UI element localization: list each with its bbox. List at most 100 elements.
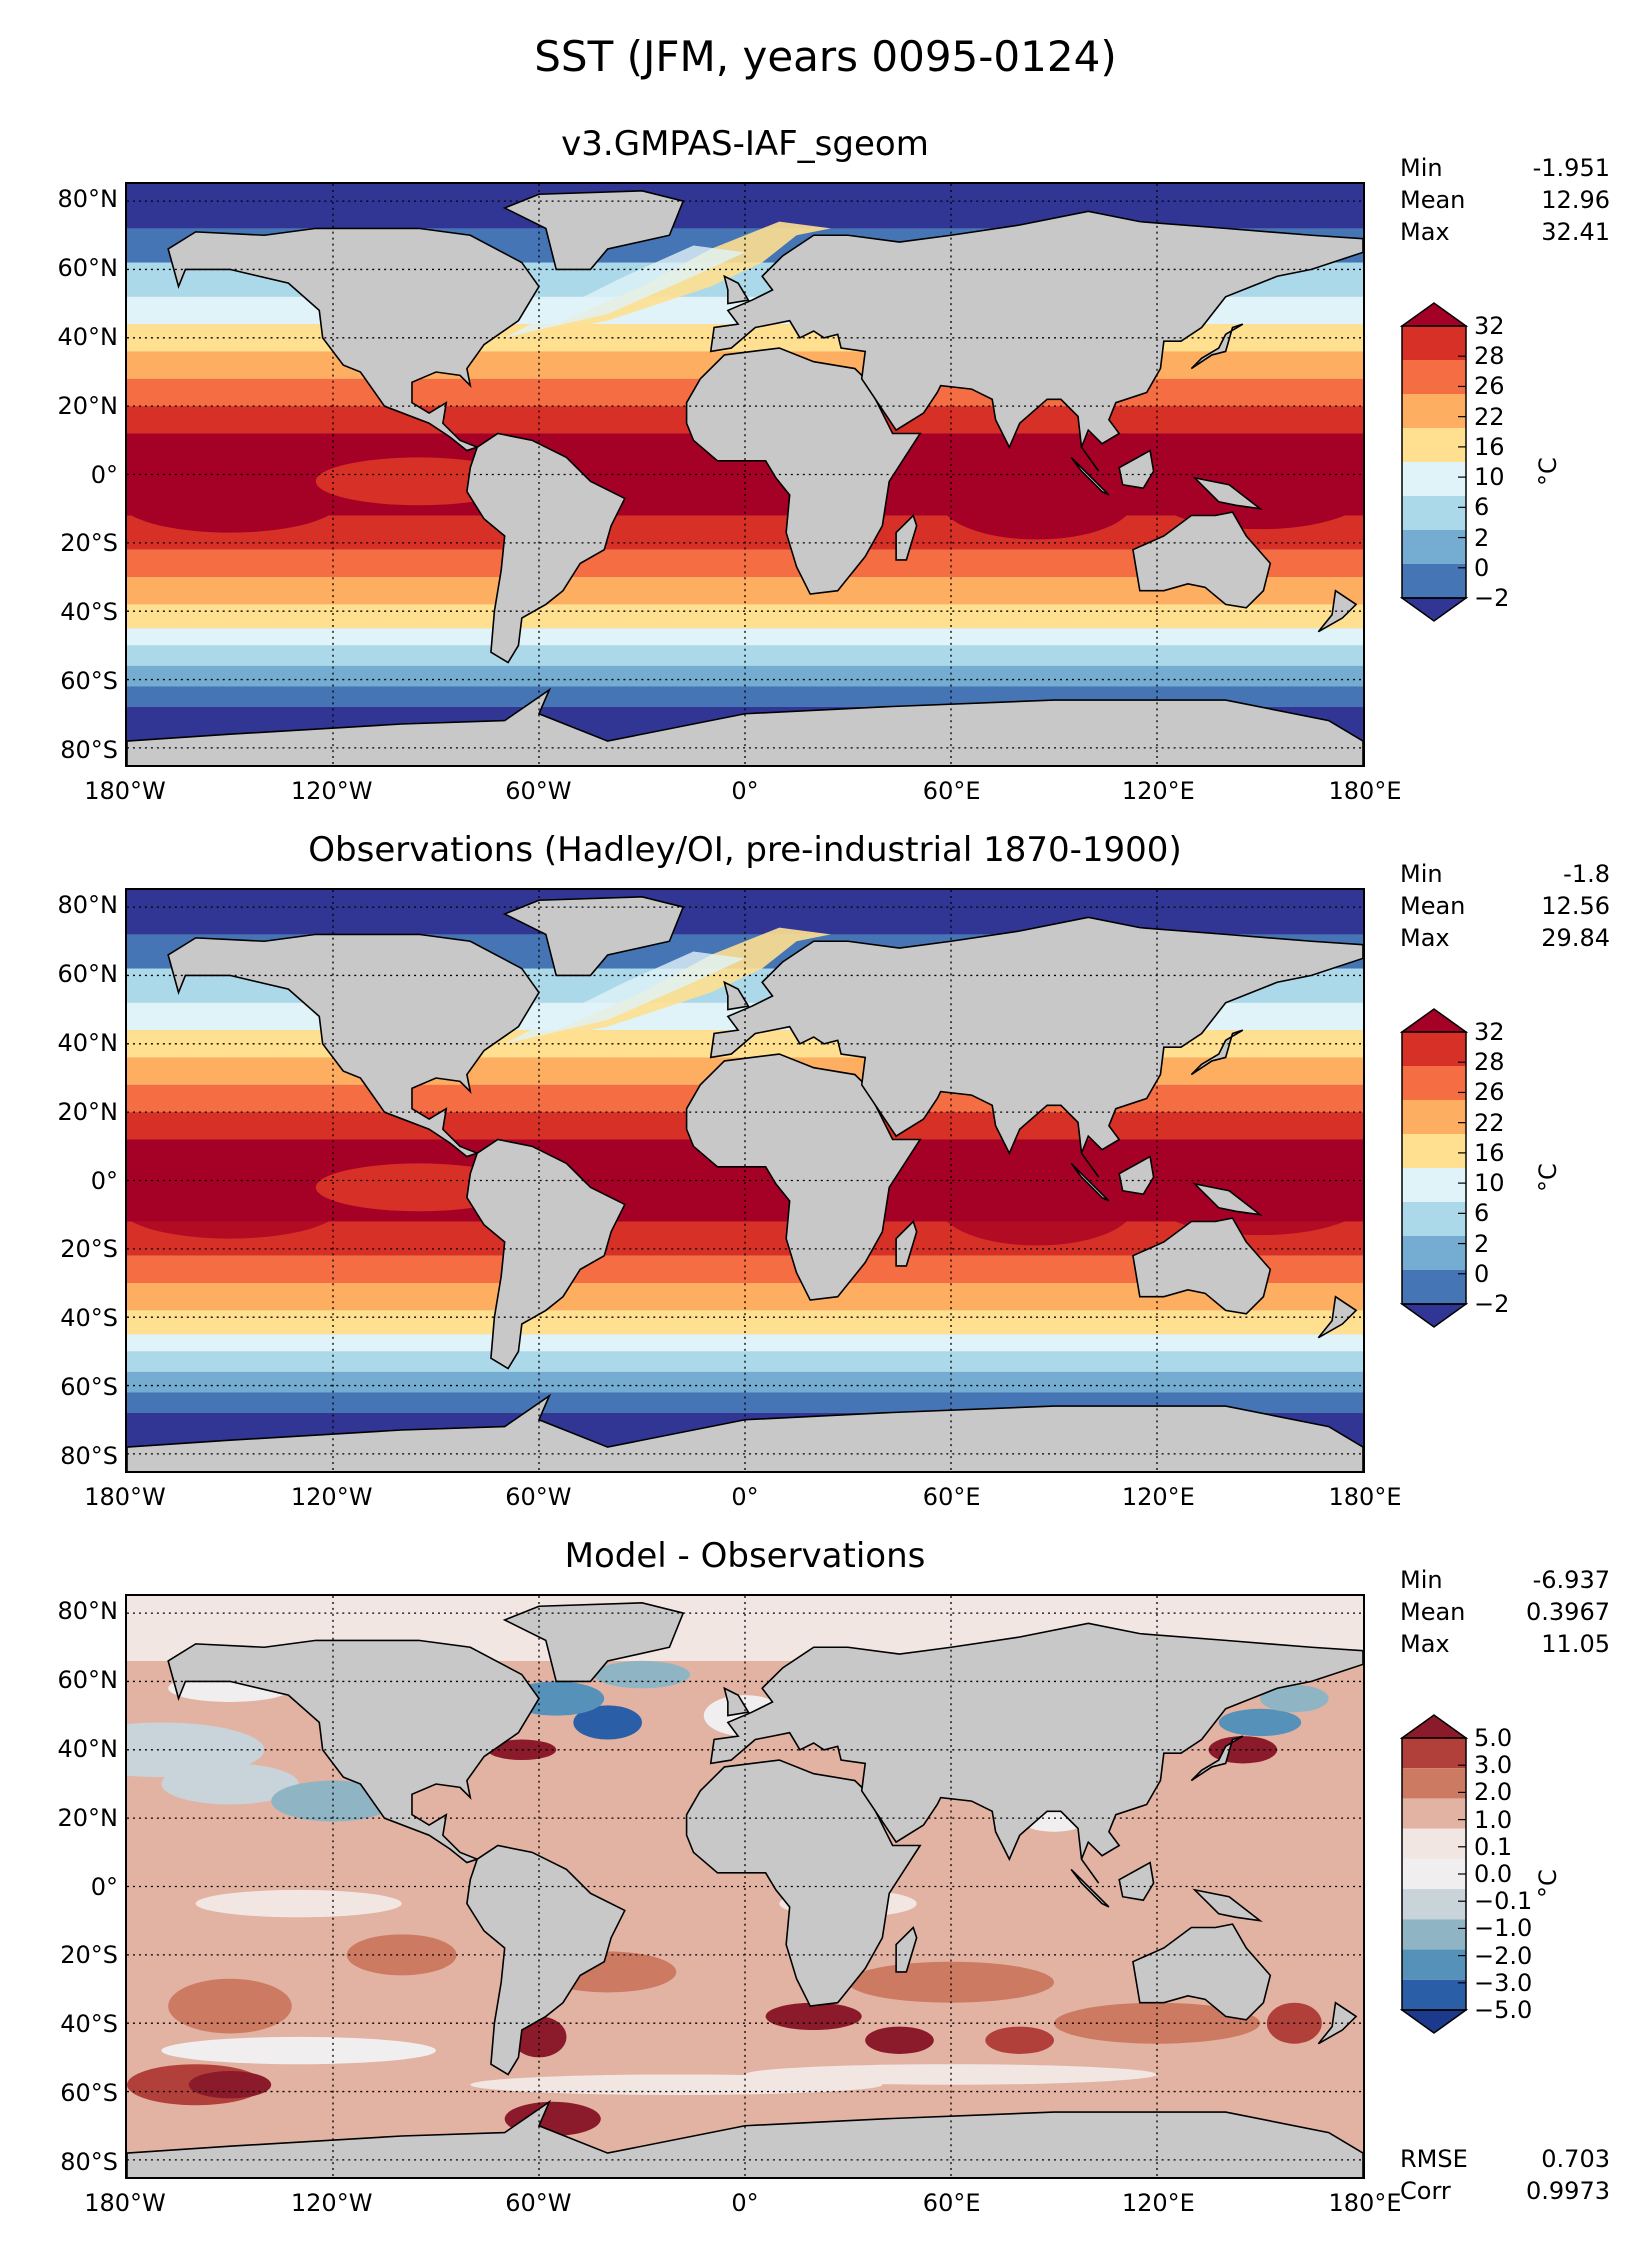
land-africa xyxy=(685,1759,922,2007)
colorbar-frame xyxy=(1401,1031,1467,1305)
land-africa xyxy=(685,1053,922,1301)
diff-anomaly xyxy=(188,2071,272,2099)
colorbar-tick-label: −5.0 xyxy=(1474,1996,1533,2024)
colorbar-segment xyxy=(1402,394,1466,428)
diff-anomaly xyxy=(593,1660,691,1689)
colorbar-unit: °C xyxy=(1534,457,1562,486)
lat-tick-label: 60°N xyxy=(57,1666,119,1695)
land-greenland xyxy=(502,1602,685,1683)
colorbar-tick-label: 32 xyxy=(1474,1018,1505,1046)
north-atlantic-drift xyxy=(504,951,745,1044)
warm-pool xyxy=(1150,454,1363,530)
colorbar-tick-label: 6 xyxy=(1474,493,1490,522)
colorbar-segment xyxy=(1402,1134,1466,1168)
colorbar-tick-label: 0 xyxy=(1474,1259,1490,1288)
colorbar-tick-label: 3.0 xyxy=(1474,1751,1513,1780)
stats-diff: Min -6.937 Mean 0.3967 Max 11.05 xyxy=(1400,1564,1610,1660)
panel-title-obs: Observations (Hadley/OI, pre-industrial … xyxy=(308,830,1182,870)
colorbar-unit: °C xyxy=(1534,1869,1562,1898)
sst-band xyxy=(127,1310,1363,1335)
stat-label: Min xyxy=(1400,1566,1443,1594)
diff-anomaly xyxy=(127,1722,265,1778)
land-sumatra xyxy=(1070,456,1110,496)
lat-tick-label: 40°N xyxy=(57,322,119,351)
stat-row: Min -6.937 xyxy=(1400,1564,1610,1596)
colorbar-segment xyxy=(1402,1738,1466,1769)
warm-pool xyxy=(1150,1160,1363,1236)
sst-band xyxy=(127,604,1363,629)
colorbar-tick-label: −3.0 xyxy=(1474,1968,1533,1997)
land-new-guinea xyxy=(1192,1182,1263,1216)
colorbar-extend-max xyxy=(1399,1714,1469,1739)
lon-tick-label: 0° xyxy=(731,777,759,805)
land-eurasia xyxy=(709,916,1363,1178)
colorbar-segment xyxy=(1402,1202,1466,1236)
map-obs xyxy=(125,888,1365,1473)
stat-value: -1.951 xyxy=(1532,154,1610,182)
colorbar-segment xyxy=(1402,1270,1466,1304)
colorbar-segment xyxy=(1402,1828,1466,1859)
stat-row: Corr 0.9973 xyxy=(1400,2175,1610,2207)
colorbar-segment xyxy=(1402,1168,1466,1202)
lat-tick-label: 80°S xyxy=(60,1441,118,1470)
lon-tick-label: 120°W xyxy=(290,777,373,805)
colorbar-tick-label: 0.0 xyxy=(1474,1860,1513,1888)
lon-tick-label: 180°E xyxy=(1328,2189,1402,2217)
stat-value: 0.9973 xyxy=(1526,2177,1610,2205)
lat-tick-label: 60°N xyxy=(57,254,119,283)
stat-value: 0.703 xyxy=(1541,2145,1610,2173)
land-eurasia xyxy=(709,1622,1363,1884)
stat-label: Mean xyxy=(1400,892,1466,920)
colorbar-tick-label: 2 xyxy=(1474,1229,1490,1258)
colorbar-frame xyxy=(1401,325,1467,599)
colorbar-tick-label: −2 xyxy=(1474,584,1510,612)
stat-value: -6.937 xyxy=(1532,1566,1610,1594)
map-diff xyxy=(125,1594,1365,2179)
stats-obs: Min -1.8 Mean 12.56 Max 29.84 xyxy=(1400,858,1610,954)
lon-tick-label: 0° xyxy=(731,1483,759,1511)
land-north-america xyxy=(167,227,540,452)
land-japan xyxy=(1190,1029,1244,1076)
colorbar-tick-label: 6 xyxy=(1474,1199,1490,1228)
stats-model: Min -1.951 Mean 12.96 Max 32.41 xyxy=(1400,152,1610,248)
colorbar-tick-label: 5.0 xyxy=(1474,1724,1513,1752)
stat-value: 11.05 xyxy=(1541,1630,1610,1658)
land-new-zealand xyxy=(1317,2001,1358,2045)
stat-row: Min -1.8 xyxy=(1400,858,1610,890)
colorbar-unit: °C xyxy=(1534,1163,1562,1192)
lon-tick-label: 120°W xyxy=(290,1483,373,1511)
colorbar-segment xyxy=(1402,1889,1466,1920)
colorbar-canvas xyxy=(1399,302,1469,622)
stat-value: 32.41 xyxy=(1541,218,1610,246)
colorbar-tick-label: 0.1 xyxy=(1474,1832,1513,1861)
lon-tick-label: 60°W xyxy=(505,2189,572,2217)
panel-title-model: v3.GMPAS-IAF_sgeom xyxy=(561,124,929,164)
sst-band xyxy=(127,1371,1363,1393)
gridlines xyxy=(127,1596,1363,2177)
stat-label: Mean xyxy=(1400,1598,1466,1626)
stat-label: Corr xyxy=(1400,2177,1451,2205)
colorbar-extend-max xyxy=(1399,1008,1469,1033)
land-sumatra xyxy=(1070,1162,1110,1202)
lat-tick-label: 20°S xyxy=(60,1235,118,1264)
lat-tick-label: 80°N xyxy=(57,185,119,214)
diff-anomaly xyxy=(195,1889,402,1918)
land-new-guinea xyxy=(1192,1888,1263,1922)
lat-tick-label: 20°S xyxy=(60,1941,118,1970)
land-new-guinea xyxy=(1192,476,1263,510)
colorbar-segment xyxy=(1402,564,1466,598)
map-canvas xyxy=(127,184,1363,765)
stat-row: Max 29.84 xyxy=(1400,922,1610,954)
lat-tick-label: 20°S xyxy=(60,529,118,558)
colorbar-tick-label: 1.0 xyxy=(1474,1805,1513,1834)
diff-anomaly xyxy=(865,2026,934,2054)
colorbar-segment xyxy=(1402,1798,1466,1829)
lon-tick-label: 180°E xyxy=(1328,777,1402,805)
lon-tick-label: 120°E xyxy=(1121,1483,1195,1511)
lat-tick-label: 80°N xyxy=(57,1597,119,1626)
extra-stats-diff: RMSE 0.703 Corr 0.9973 xyxy=(1400,2143,1610,2207)
diff-anomaly xyxy=(1218,1708,1302,1737)
land-borneo xyxy=(1118,449,1155,490)
stat-label: Max xyxy=(1400,218,1450,246)
colorbar-tick-label: 22 xyxy=(1474,1108,1505,1137)
